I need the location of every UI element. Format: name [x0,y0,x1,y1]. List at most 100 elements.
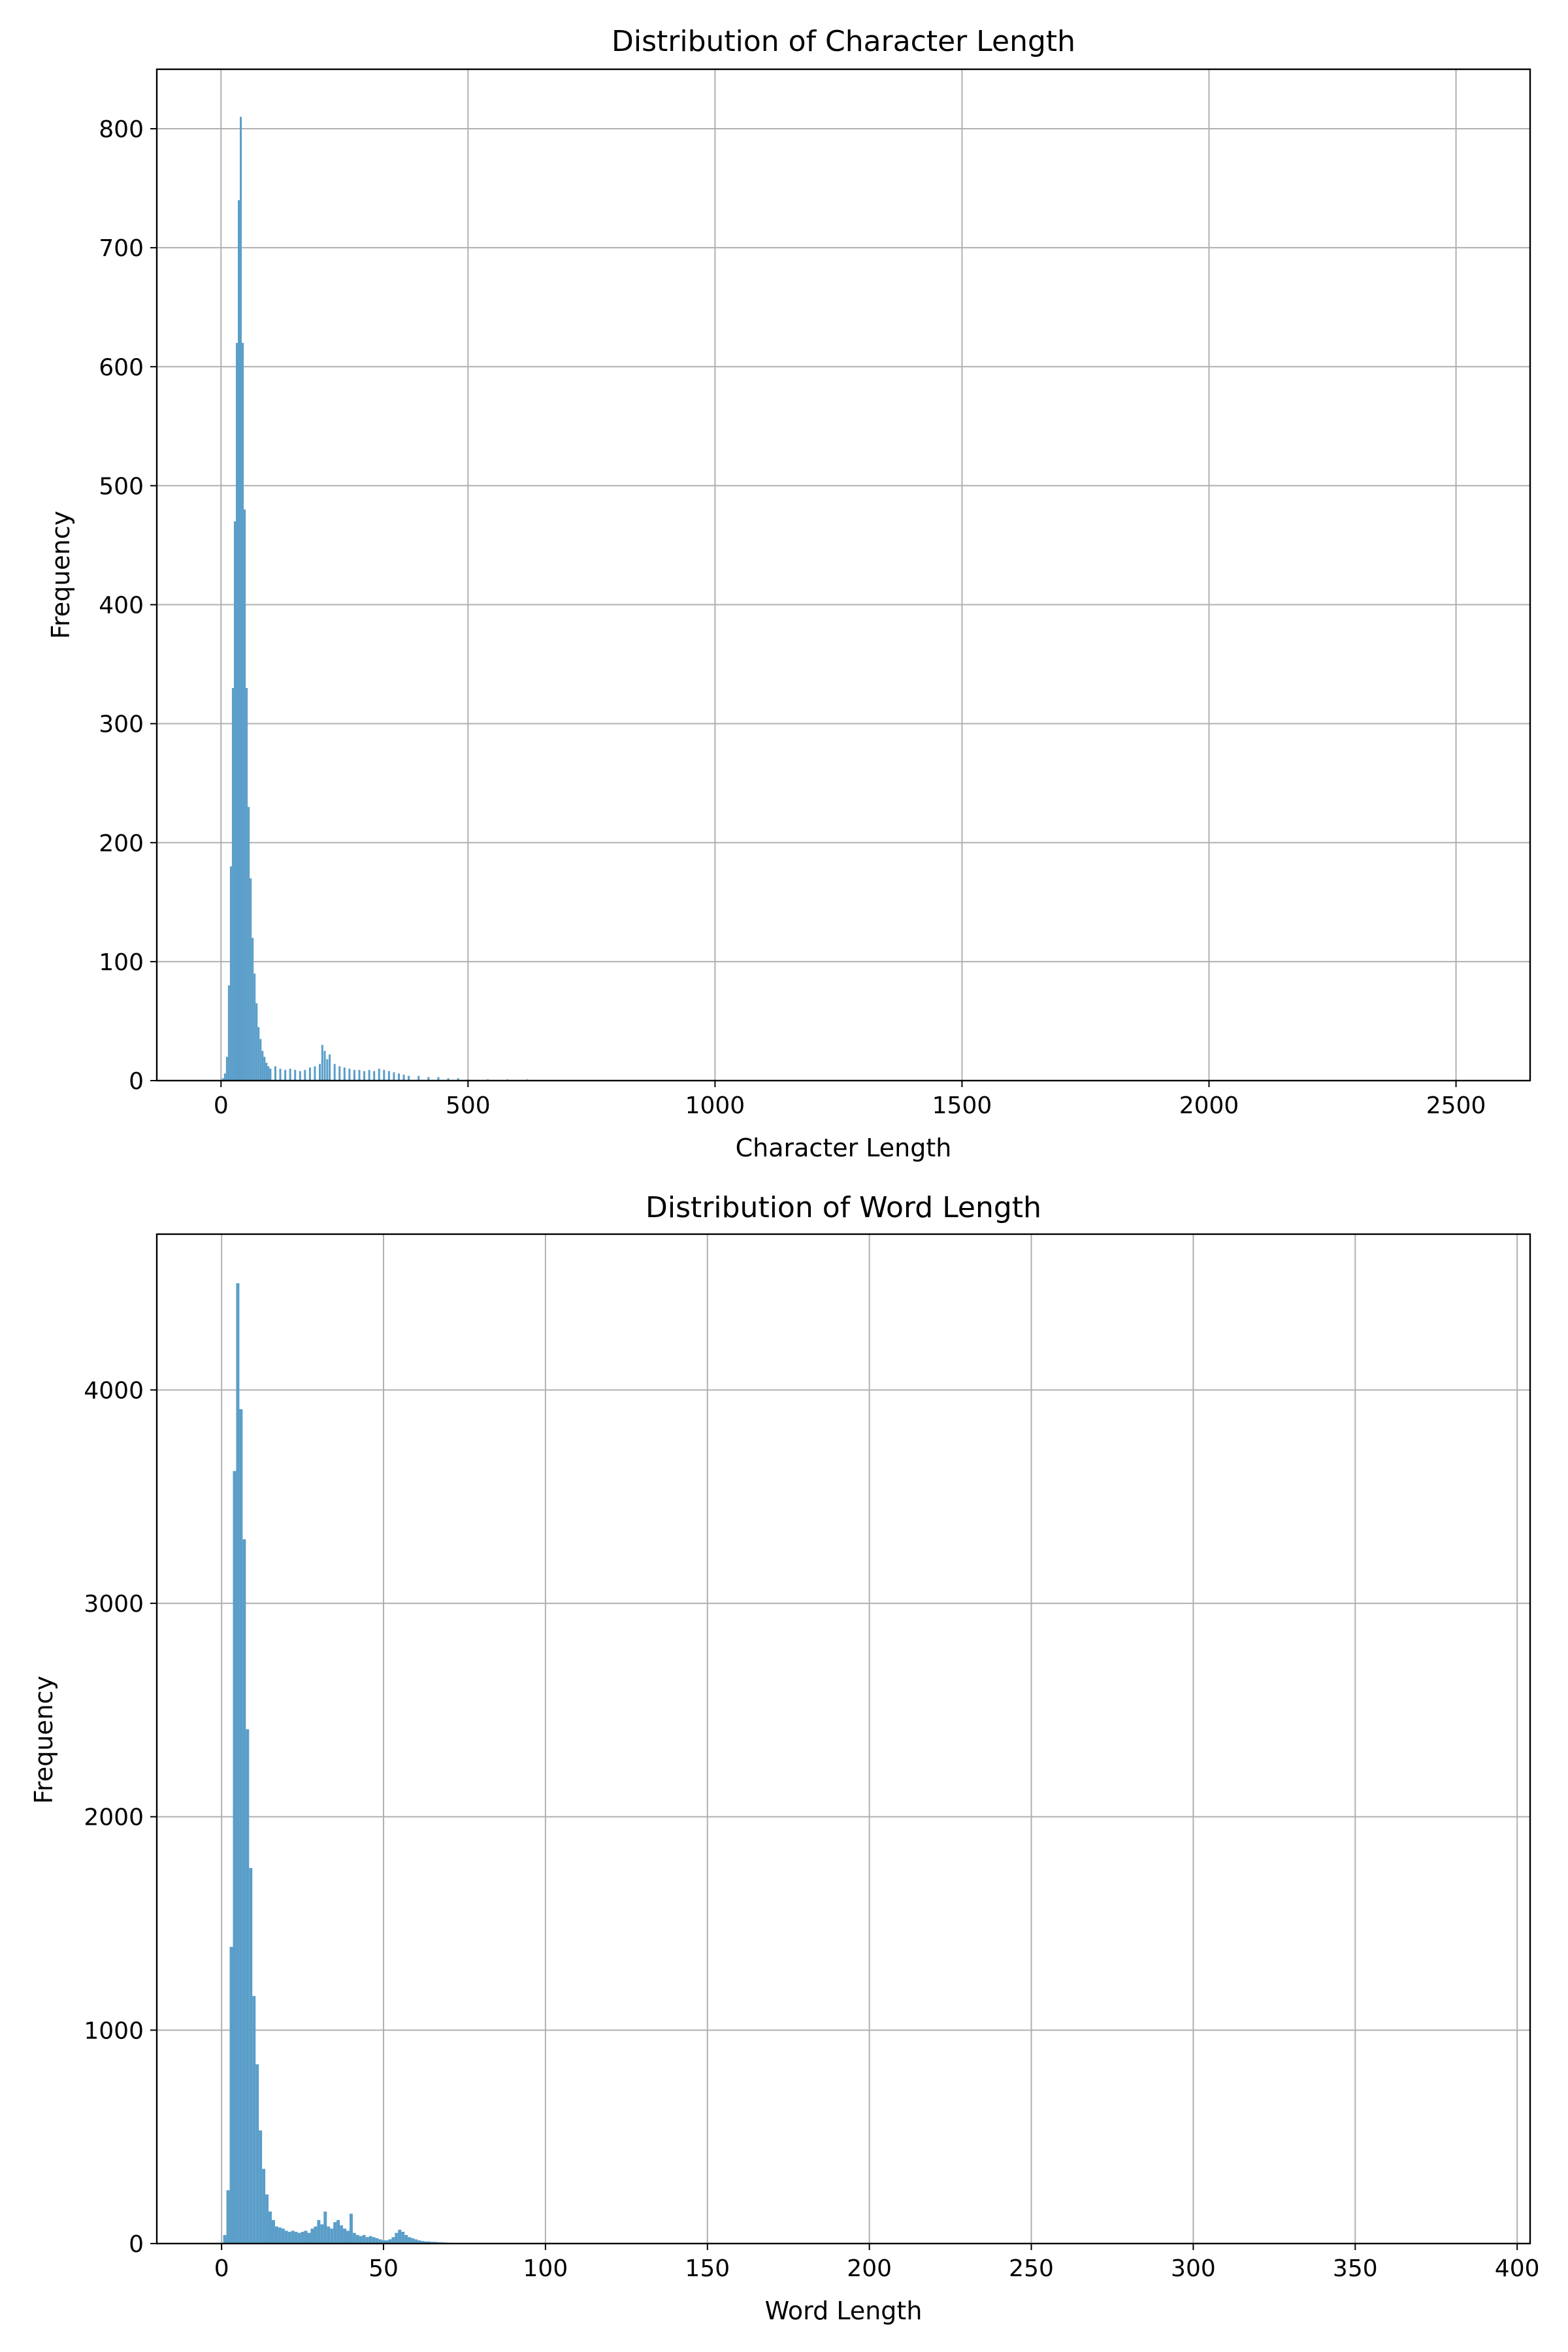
histogram-bar [343,2229,347,2244]
histogram-bar [363,1071,366,1081]
y-tick-label: 400 [99,593,144,619]
histogram-bar [263,1056,266,1081]
histogram-bar [259,2130,263,2244]
histogram-bar [411,2238,415,2244]
histogram-bar [236,1283,240,2244]
x-tick-label: 150 [685,2255,730,2282]
histogram-bar [227,985,230,1081]
histogram-bar [278,2227,282,2244]
histogram-bar [330,2229,334,2244]
histogram-bar [261,1051,264,1081]
histogram-bar [343,1067,346,1081]
histogram-bar [348,1068,351,1081]
y-tick-label: 4000 [84,1377,144,1404]
histogram-bar [373,1071,376,1081]
plot-frame [155,1233,1531,2245]
chart-title: Distribution of Character Length [612,25,1075,58]
y-tick-label: 100 [99,949,144,976]
histogram-bar [385,2240,389,2244]
histogram-bar [240,116,242,1081]
histogram-bar [319,1064,321,1081]
histogram-bar [284,1070,287,1081]
histogram-bar [246,1729,250,2244]
histogram-bar [265,1062,268,1081]
histogram-bar [372,2237,376,2244]
word-length-histogram: Distribution of Word Length 0 50 100 150 200… [29,1191,1540,2325]
histogram-bar [267,1066,270,1081]
histogram-bar [259,1039,262,1081]
histogram-bar [242,1539,246,2244]
x-tick-label: 50 [368,2255,399,2282]
histogram-bars [221,116,617,1081]
histogram-bar [353,1070,355,1081]
x-ticks: 0 500 1000 1500 2000 2500 [214,1081,1486,1119]
y-tick-label: 300 [99,711,144,738]
y-ticks: 0 100 200 300 400 500 600 700 800 [99,116,157,1095]
grid [157,69,1530,1081]
histogram-bar [433,2242,437,2244]
y-axis-label: Frequency [29,1676,58,1804]
histogram-bar [304,1070,306,1081]
histogram-bar [457,1078,459,1081]
histogram-bar [401,2232,405,2244]
histogram-bar [310,2229,314,2244]
x-tick-label: 350 [1333,2255,1378,2282]
x-ticks: 0 50 100 150 200 250 300 350 400 [214,2244,1540,2282]
histogram-bar [233,1471,237,2244]
histogram-bar [378,2239,382,2244]
histogram-bar [294,1070,297,1081]
histogram-bar [242,342,244,1081]
histogram-bar [427,2241,431,2244]
x-tick-label: 400 [1495,2255,1540,2282]
histogram-bar [221,1078,224,1081]
histogram-bar [314,2226,318,2244]
histogram-bar [368,1070,370,1081]
histogram-bar [223,2234,227,2244]
x-tick-label: 2500 [1426,1092,1486,1119]
histogram-bar [393,1072,395,1081]
histogram-bar [301,2232,304,2244]
y-tick-label: 200 [99,830,144,857]
histogram-bar [269,2212,272,2244]
histogram-bar [382,2240,385,2244]
histogram-bar [408,2237,412,2244]
histogram-bar [365,2237,369,2244]
histogram-bar [423,2241,427,2244]
character-length-histogram: Distribution of Character Length 0 500 100… [46,25,1531,1162]
plot-frame [155,68,1531,1082]
histogram-bar [404,2234,408,2244]
y-axis-label: Frequency [46,511,75,639]
x-tick-label: 500 [446,1092,491,1119]
histogram-bar [262,2168,266,2244]
histogram-bar [223,1073,226,1081]
x-tick-label: 300 [1171,2255,1216,2282]
histogram-bar [327,2226,331,2244]
histogram-bar [304,2230,308,2244]
y-tick-label: 0 [129,1068,144,1095]
histogram-bar [269,1068,272,1081]
histogram-bar [417,2240,421,2244]
histogram-bar [375,2238,379,2244]
histogram-bar [253,973,256,1081]
histogram-bar [355,2234,359,2244]
x-tick-label: 100 [523,2255,568,2282]
histogram-bar [244,509,246,1081]
histogram-bar [320,2224,324,2244]
histogram-bar [398,2229,402,2244]
x-tick-label: 0 [214,2255,229,2282]
histogram-bar [447,1078,449,1081]
histogram-bar [340,2225,344,2244]
histogram-bar [235,342,238,1081]
histogram-bar [231,688,234,1081]
histogram-bar [225,1056,228,1081]
x-tick-label: 250 [1009,2255,1054,2282]
histogram-bar [323,1051,326,1081]
y-tick-label: 500 [99,473,144,500]
histogram-bar [279,1068,282,1081]
histogram-bar [252,1996,256,2244]
histogram-bar [362,2234,366,2244]
histogram-bar [388,2239,392,2244]
y-tick-label: 700 [99,235,144,262]
histogram-bar [274,2226,278,2244]
